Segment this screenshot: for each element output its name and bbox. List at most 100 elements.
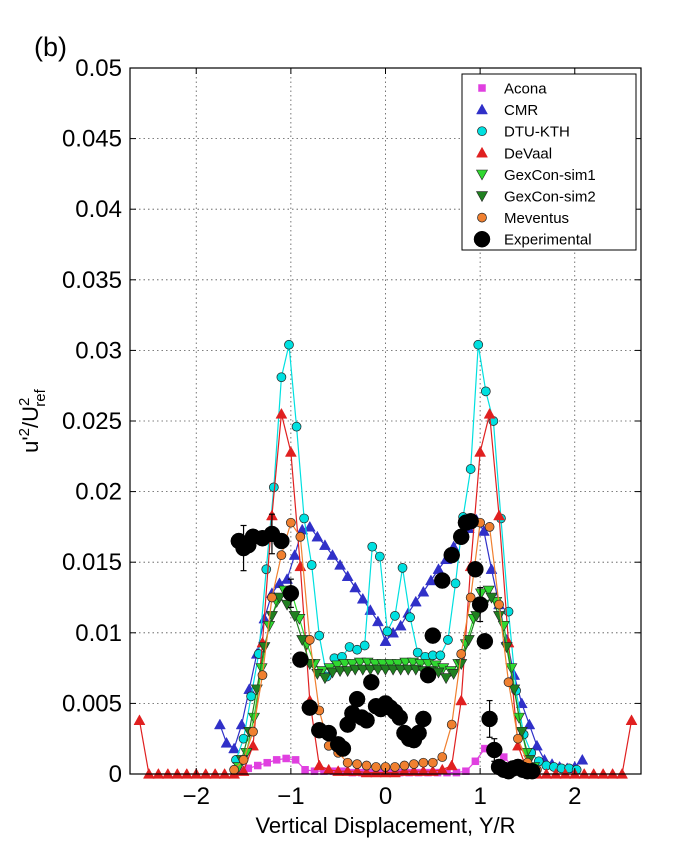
data-point	[447, 720, 456, 729]
x-tick-label: 0	[379, 783, 392, 810]
data-point	[302, 700, 318, 716]
data-point	[307, 561, 316, 570]
x-tick-label: −1	[277, 783, 304, 810]
data-point	[273, 756, 280, 763]
y-label-sub: ref	[32, 388, 49, 406]
data-point	[362, 761, 371, 770]
data-point	[372, 762, 381, 771]
series-devaal	[134, 408, 637, 778]
data-point	[395, 620, 406, 630]
data-point	[276, 408, 287, 418]
legend-marker	[478, 127, 487, 136]
legend-marker	[479, 85, 486, 92]
data-point	[456, 695, 467, 705]
data-point	[434, 573, 450, 589]
data-point	[472, 758, 479, 765]
y-tick-label: 0.03	[75, 337, 122, 364]
legend-label: DeVaal	[504, 145, 552, 162]
series-meventus	[230, 518, 542, 774]
data-point	[335, 560, 346, 570]
data-point	[283, 755, 290, 762]
data-point	[420, 667, 436, 683]
data-point	[577, 754, 588, 764]
data-point	[481, 387, 490, 396]
data-point	[446, 760, 457, 770]
data-point	[214, 719, 225, 729]
y-tick-label: 0.015	[62, 549, 122, 576]
legend: Acona CMR DTU-KTH DeVaal GexCon-sim1 GexCon-s…	[462, 74, 636, 250]
data-point	[357, 593, 368, 603]
legend-label: CMR	[504, 102, 538, 119]
legend-marker	[474, 231, 490, 247]
data-point	[466, 465, 475, 474]
data-point	[425, 628, 441, 644]
data-point	[475, 447, 486, 457]
y-tick-label: 0.045	[62, 126, 122, 153]
data-point	[267, 593, 276, 602]
data-point	[501, 643, 512, 653]
data-point	[365, 605, 376, 615]
data-point	[343, 758, 352, 767]
data-point	[285, 447, 296, 457]
data-point	[390, 762, 399, 771]
data-point	[472, 597, 488, 613]
data-point	[368, 542, 377, 551]
data-point	[504, 678, 513, 687]
data-point	[273, 533, 289, 549]
data-point	[438, 753, 447, 762]
data-point	[314, 760, 325, 770]
legend-label: GexCon-sim2	[504, 189, 596, 206]
data-point	[350, 582, 361, 592]
data-point	[300, 514, 309, 523]
y-tick-label: 0.005	[62, 690, 122, 717]
data-point	[463, 513, 479, 529]
data-point	[467, 561, 483, 577]
data-point	[247, 692, 256, 701]
data-point	[221, 737, 232, 747]
y-label-base: u'	[18, 436, 43, 452]
data-point	[248, 713, 259, 723]
data-point	[418, 586, 429, 596]
data-point	[504, 607, 513, 616]
data-point	[457, 649, 466, 658]
data-point	[486, 742, 502, 758]
y-tick-label: 0.02	[75, 479, 122, 506]
legend-label: Meventus	[504, 210, 569, 227]
data-point	[406, 613, 415, 622]
x-tick-label: 2	[568, 783, 581, 810]
data-point	[392, 710, 408, 726]
data-point	[409, 760, 418, 769]
y-tick-label: 0.01	[75, 620, 122, 647]
data-point	[292, 422, 301, 431]
series-line	[139, 414, 631, 774]
legend-label: DTU-KTH	[504, 124, 570, 141]
data-point	[230, 765, 239, 774]
data-point	[315, 631, 324, 640]
data-point	[360, 641, 369, 650]
data-point	[495, 600, 504, 609]
data-point	[302, 766, 309, 773]
y-label-sep: /U	[18, 406, 43, 428]
x-tick-label: −2	[183, 783, 210, 810]
data-point	[443, 635, 452, 644]
data-point	[390, 611, 399, 620]
data-point	[419, 758, 428, 767]
data-point	[134, 715, 145, 725]
data-point	[277, 551, 286, 560]
data-point	[453, 529, 469, 545]
data-point	[342, 571, 353, 581]
data-point	[296, 532, 305, 541]
data-point	[349, 691, 365, 707]
data-point	[254, 762, 261, 769]
data-point	[484, 408, 495, 418]
data-point	[400, 761, 409, 770]
data-point	[327, 550, 338, 560]
data-point	[474, 340, 483, 349]
data-point	[436, 651, 445, 660]
data-point	[626, 715, 637, 725]
data-point	[335, 741, 351, 757]
data-point	[277, 373, 286, 382]
data-point	[441, 674, 452, 684]
data-point	[312, 531, 323, 541]
